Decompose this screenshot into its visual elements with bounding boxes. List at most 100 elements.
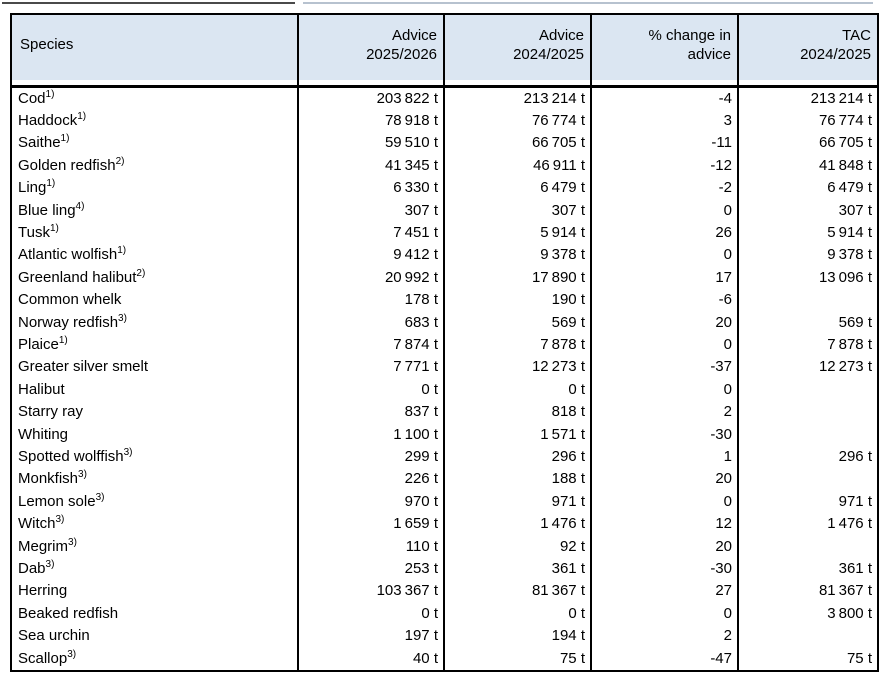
pct-change-cell: 2 [590, 625, 738, 648]
advice-2024-2025-cell: 194 t [443, 625, 591, 648]
table-row: Dab3) 253 t 361 t -30 361 t [11, 558, 878, 581]
species-cell: Beaked redfish [11, 603, 298, 625]
species-cell: Greater silver smelt [11, 356, 298, 378]
species-name: Dab [18, 560, 46, 578]
column-header-advice-2025-2026: Advice 2025/2026 [297, 14, 444, 88]
advice-2024-2025-cell: 1 476 t [443, 513, 591, 536]
advice-2025-2026-cell: 253 t [297, 558, 444, 581]
advice-2025-2026-cell: 299 t [297, 446, 444, 469]
advice-2024-2025-cell: 81 367 t [443, 580, 591, 603]
species-cell: Scallop3) [11, 648, 298, 671]
table-body: Cod1) 203 822 t 213 214 t -4 213 214 t H… [11, 86, 878, 672]
advice-2024-2025-cell: 307 t [443, 199, 591, 222]
table-row: Scallop3) 40 t 75 t -47 75 t [11, 647, 878, 672]
table-row: Monkfish3) 226 t 188 t 20 [11, 468, 878, 491]
species-cell: Lemon sole3) [11, 491, 298, 513]
species-name: Golden redfish [18, 156, 116, 174]
species-footnote-marker: 1) [60, 133, 70, 145]
tac-2024-2025-cell: 81 367 t [737, 580, 878, 603]
species-footnote-marker: 3) [55, 514, 65, 526]
advice-2024-2025-cell: 188 t [443, 468, 591, 491]
advice-2024-2025-cell: 12 273 t [443, 356, 591, 379]
tac-2024-2025-cell: 13 096 t [737, 266, 878, 290]
pct-change-cell: -6 [590, 289, 738, 312]
advice-2025-2026-cell: 7 451 t [297, 221, 444, 245]
table-row: Sea urchin 197 t 194 t 2 [11, 625, 878, 648]
species-name: Sea urchin [18, 627, 90, 645]
species-footnote-marker: 1) [45, 88, 55, 100]
advice-2024-2025-cell: 17 890 t [443, 266, 591, 290]
pct-change-cell: -47 [590, 647, 738, 672]
species-footnote-marker: 3) [68, 536, 77, 548]
species-name: Megrim [18, 537, 69, 555]
species-name: Witch [18, 515, 56, 533]
species-name: Ling [18, 179, 47, 197]
advice-2024-2025-cell: 75 t [443, 647, 591, 672]
pct-change-cell: -12 [590, 154, 738, 178]
column-header-advice-2024-2025: Advice 2024/2025 [443, 14, 591, 88]
column-header-tac-2024-2025: TAC 2024/2025 [737, 14, 878, 88]
advice-2024-2025-cell: 971 t [443, 490, 591, 514]
advice-2025-2026-cell: 7 771 t [297, 356, 444, 379]
pct-change-cell: -4 [590, 86, 738, 110]
tac-2024-2025-cell: 5 914 t [737, 221, 878, 245]
pct-change-cell: 20 [590, 468, 738, 491]
advice-2024-2025-cell: 1 571 t [443, 423, 591, 446]
advice-2025-2026-cell: 683 t [297, 311, 444, 334]
advice-2024-2025-cell: 46 911 t [443, 154, 591, 178]
pct-change-cell: 12 [590, 513, 738, 536]
pct-change-cell: 0 [590, 378, 738, 402]
table-row: Greater silver smelt 7 771 t 12 273 t -3… [11, 356, 878, 379]
tac-2024-2025-cell: 41 848 t [737, 154, 878, 178]
advice-2024-2025-cell: 213 214 t [443, 86, 591, 110]
table-row: Whiting 1 100 t 1 571 t -30 [11, 423, 878, 446]
advice-2025-2026-cell: 103 367 t [297, 580, 444, 603]
advice-2025-2026-cell: 1 100 t [297, 423, 444, 446]
species-footnote-marker: 1) [117, 245, 127, 257]
advice-2025-2026-cell: 59 510 t [297, 132, 444, 155]
table-row: Cod1) 203 822 t 213 214 t -4 213 214 t [11, 86, 878, 110]
species-cell: Golden redfish2) [11, 155, 298, 177]
species-name: Beaked redfish [18, 604, 119, 622]
species-cell: Witch3) [11, 513, 298, 535]
table-row: Witch3) 1 659 t 1 476 t 12 1 476 t [11, 513, 878, 536]
advice-2025-2026-cell: 197 t [297, 625, 444, 648]
tac-2024-2025-cell: 361 t [737, 558, 878, 581]
advice-2024-2025-cell: 92 t [443, 535, 591, 559]
advice-2025-2026-cell: 6 330 t [297, 177, 444, 200]
advice-2025-2026-cell: 78 918 t [297, 109, 444, 133]
species-cell: Monkfish3) [11, 468, 298, 490]
table-row: Herring 103 367 t 81 367 t 27 81 367 t [11, 580, 878, 603]
column-header-species: Species [11, 14, 298, 88]
species-cell: Starry ray [11, 401, 298, 423]
tac-2024-2025-cell: 296 t [737, 446, 878, 469]
tac-2024-2025-cell: 213 214 t [737, 86, 878, 110]
species-name: Atlantic wolfish [18, 246, 118, 264]
advice-2024-2025-cell: 76 774 t [443, 109, 591, 133]
species-name: Blue ling [18, 201, 76, 219]
species-cell: Norway redfish3) [11, 312, 298, 334]
species-name: Starry ray [18, 403, 84, 421]
species-cell: Dab3) [11, 558, 298, 580]
advice-2024-2025-cell: 6 479 t [443, 177, 591, 200]
tac-2024-2025-cell [737, 378, 878, 402]
pct-change-cell: 1 [590, 446, 738, 469]
advice-2025-2026-cell: 110 t [297, 535, 444, 559]
column-header-pct-change-in-advice: % change in advice [590, 14, 738, 88]
table-row: Lemon sole3) 970 t 971 t 0 971 t [11, 490, 878, 514]
species-name: Saithe [18, 134, 61, 152]
pct-change-cell: 0 [590, 333, 738, 357]
pct-change-cell: -11 [590, 132, 738, 155]
species-name: Common whelk [18, 291, 122, 309]
advice-2025-2026-cell: 970 t [297, 490, 444, 514]
table-row: Halibut 0 t 0 t 0 [11, 378, 878, 402]
advice-2024-2025-cell: 0 t [443, 602, 591, 626]
table-row: Starry ray 837 t 818 t 2 [11, 401, 878, 424]
species-name: Greenland halibut [18, 268, 137, 286]
species-cell: Megrim3) [11, 536, 298, 558]
pct-change-cell: 20 [590, 535, 738, 559]
advice-2024-2025-cell: 5 914 t [443, 221, 591, 245]
advice-2025-2026-cell: 837 t [297, 401, 444, 424]
pct-change-cell: 26 [590, 221, 738, 245]
species-footnote-marker: 3) [45, 559, 55, 571]
